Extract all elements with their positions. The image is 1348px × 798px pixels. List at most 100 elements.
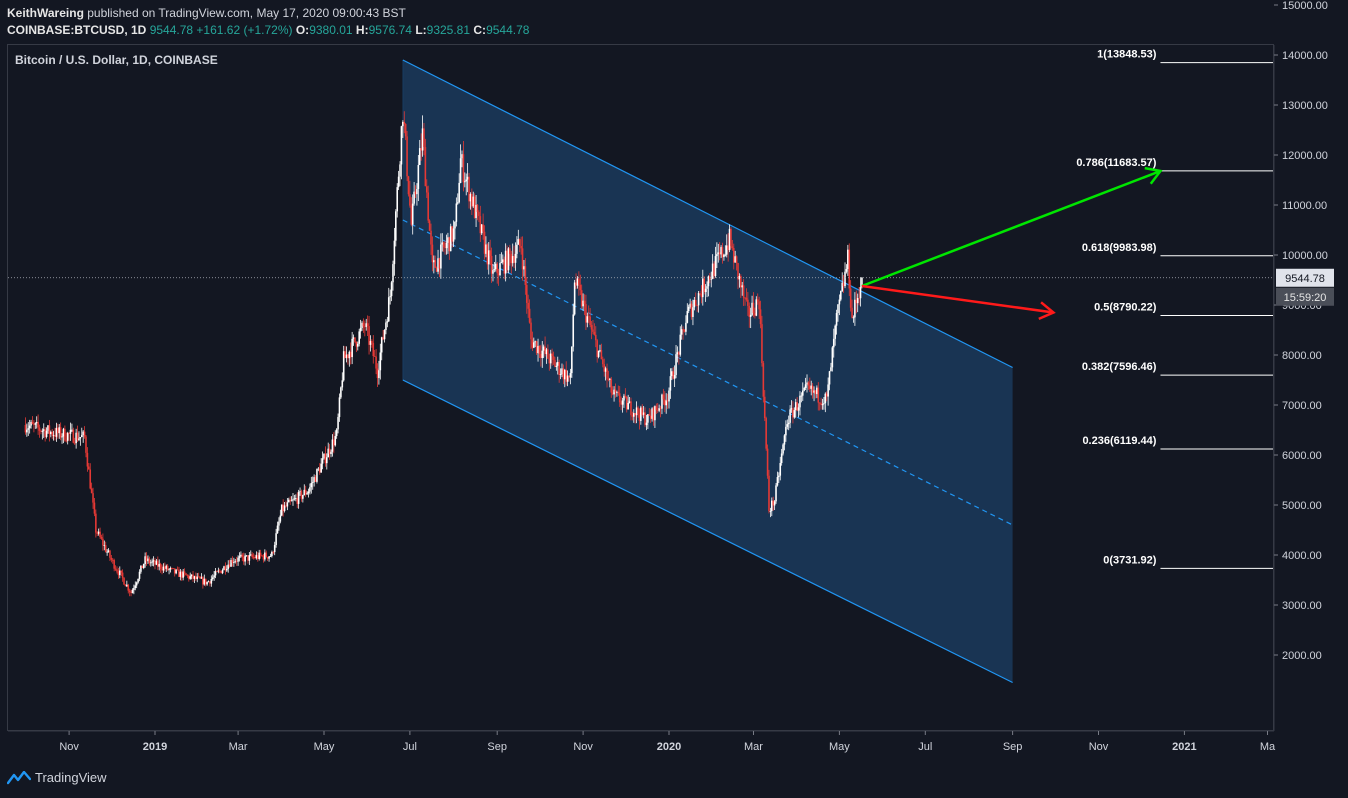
candle-body xyxy=(761,324,763,364)
candle-body xyxy=(485,244,487,254)
candle-body xyxy=(92,493,94,503)
candle-body xyxy=(555,365,558,367)
candle-body xyxy=(469,194,472,202)
candle-body xyxy=(435,267,438,272)
candle-body xyxy=(482,224,484,232)
candle-body xyxy=(506,250,508,271)
candle-body xyxy=(486,244,489,265)
candle-body xyxy=(306,493,308,495)
candle-body xyxy=(126,584,128,587)
candle-body xyxy=(425,186,428,193)
candle-body xyxy=(152,560,155,562)
channel-lower-line xyxy=(402,379,1013,684)
time-tick-label: 2021 xyxy=(1172,741,1196,753)
high-label: H: xyxy=(355,23,369,37)
candle-body xyxy=(449,226,452,252)
candle-body xyxy=(665,400,667,406)
candle-body xyxy=(175,569,177,574)
candle-body xyxy=(49,431,52,434)
price-tick-label: 12000.00 xyxy=(1282,150,1328,162)
candle-body xyxy=(155,560,158,565)
candle-body xyxy=(494,263,497,270)
candle-body xyxy=(683,329,686,332)
candle-body xyxy=(471,194,473,207)
candle-body xyxy=(645,422,648,426)
candle-body xyxy=(827,384,829,397)
candle-body xyxy=(534,341,537,343)
candle-body xyxy=(182,571,184,578)
candle-body xyxy=(385,322,387,331)
candle-body xyxy=(293,498,296,500)
candle-body xyxy=(773,501,776,506)
candle-body xyxy=(679,334,682,355)
candle-body xyxy=(558,361,560,376)
candle-body xyxy=(655,406,658,410)
candle-body xyxy=(317,468,320,470)
candle-body xyxy=(596,340,598,357)
candle-body xyxy=(387,297,390,322)
candle-body xyxy=(754,313,756,316)
candle-body xyxy=(448,237,451,252)
candle-body xyxy=(316,469,318,482)
candle-body xyxy=(456,202,459,204)
candle-body xyxy=(347,354,349,359)
candle-body xyxy=(687,306,690,312)
candle-body xyxy=(602,359,604,365)
candle-body xyxy=(366,323,369,327)
candle-body xyxy=(583,300,586,305)
fib-level-label: 1(13848.53) xyxy=(1097,49,1157,61)
candle-body xyxy=(675,354,677,375)
candle-body xyxy=(333,439,335,446)
candle-body xyxy=(147,558,149,562)
candle-body xyxy=(531,339,534,348)
candle-body xyxy=(628,401,631,403)
candle-body xyxy=(623,395,625,401)
candle-body xyxy=(157,560,159,567)
price-timer-box xyxy=(1276,287,1334,306)
candle-body xyxy=(386,321,389,323)
candle-body xyxy=(464,181,466,183)
candle-body xyxy=(609,378,611,380)
candle-body xyxy=(176,569,179,571)
candle-body xyxy=(65,440,68,442)
candle-body xyxy=(283,505,286,512)
candle-body xyxy=(76,432,79,441)
candle-body xyxy=(290,500,293,502)
candle-body xyxy=(441,242,444,245)
candle-body xyxy=(264,552,266,560)
candle-body xyxy=(320,463,322,473)
candle-body xyxy=(859,287,862,299)
candle-body xyxy=(218,570,221,572)
candle-body xyxy=(173,568,176,574)
candle-body xyxy=(321,458,324,464)
candle-body xyxy=(97,531,100,534)
candle-body xyxy=(475,204,477,219)
candle-body xyxy=(842,282,845,287)
candle-body xyxy=(630,401,632,416)
candle-body xyxy=(272,551,275,553)
candle-body xyxy=(392,264,394,283)
candle-body xyxy=(228,564,231,567)
symbol-label[interactable]: COINBASE:BTCUSD, 1D xyxy=(7,23,147,37)
candle-body xyxy=(654,406,656,421)
candle-body xyxy=(483,231,486,254)
candle-body xyxy=(203,578,206,585)
candle-body xyxy=(404,124,407,137)
candle-body xyxy=(716,254,718,257)
candle-body xyxy=(124,584,127,587)
candle-body xyxy=(30,421,32,426)
candle-body xyxy=(231,560,234,563)
author-name[interactable]: KeithWareing xyxy=(7,6,84,20)
candle-body xyxy=(727,245,729,251)
candle-body xyxy=(135,582,138,586)
candle-body xyxy=(75,432,77,444)
candle-body xyxy=(782,444,784,454)
candle-body xyxy=(520,246,522,249)
candle-body xyxy=(421,128,424,151)
candle-body xyxy=(296,497,299,504)
footer-brand[interactable]: TradingView xyxy=(7,770,107,785)
candle-body xyxy=(547,349,549,359)
candle-body xyxy=(544,346,546,355)
candle-body xyxy=(192,574,194,579)
